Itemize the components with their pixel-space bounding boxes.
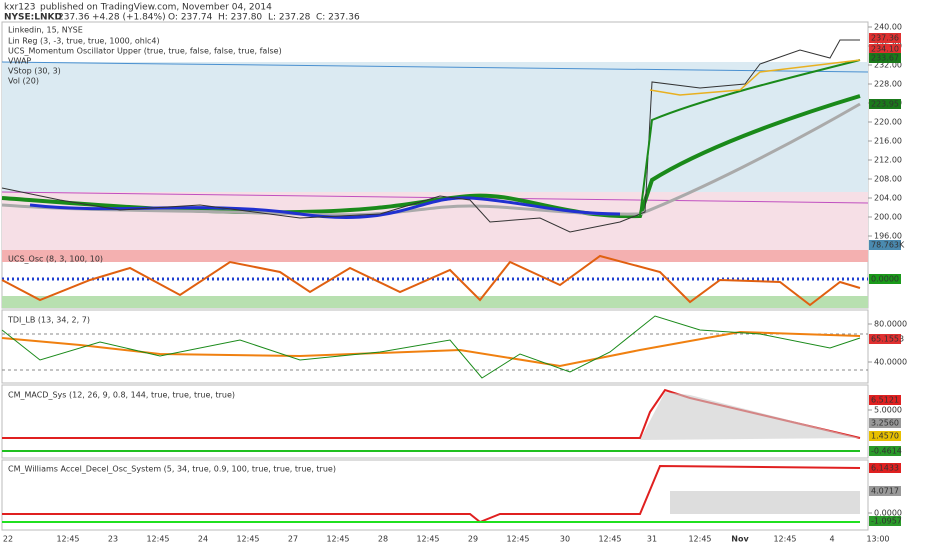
tick-label: 228.00 [874, 80, 902, 89]
tick-label: 40.0000 [874, 358, 907, 367]
open: O: 237.74 [168, 13, 213, 23]
price-badge [869, 431, 901, 441]
hist [640, 392, 860, 440]
study-label: Vol (20) [8, 77, 39, 86]
close: C: 237.36 [316, 13, 360, 23]
x-tick-label: 12:45 [416, 535, 439, 544]
price-badge [869, 240, 901, 250]
x-tick-label: 29 [468, 535, 478, 544]
study-label: UCS_Momentum Oscillator Upper (true, tru… [8, 47, 282, 56]
badge-label: 6.5121 [871, 396, 899, 405]
trend-line [1, 61, 869, 73]
x-tick-label: 12:45 [236, 535, 259, 544]
x-tick-label: 27 [288, 535, 298, 544]
tick-label: 196.00 [874, 232, 902, 241]
change: +4.28 (+1.84%) [92, 13, 166, 23]
symbol: NYSE:LNKD [4, 13, 62, 23]
hist [670, 491, 860, 514]
x-tick-label: 12:45 [773, 535, 796, 544]
tick-label: 240.00 [874, 23, 902, 32]
x-tick-label: 12:45 [688, 535, 711, 544]
price-badge [869, 463, 901, 473]
osc [1, 254, 861, 307]
high: H: 237.80 [218, 13, 262, 23]
tick-label: 200.00 [874, 213, 902, 222]
x-tick-label: 12:45 [56, 535, 79, 544]
study-label: VStop (30, 3) [8, 67, 61, 76]
price [1, 39, 860, 233]
ma-band [1, 102, 861, 217]
price-badge [869, 395, 901, 405]
badge-label: 1.4570 [871, 432, 899, 441]
x-tick-label: 12:45 [326, 535, 349, 544]
badge-label: 0.0000 [871, 275, 899, 284]
badge-label: 4.0717 [871, 487, 899, 496]
badge-label: 6.1433 [871, 464, 899, 473]
panel-title: CM_Williams Accel_Decel_Osc_System (5, 3… [8, 465, 336, 474]
low: L: 237.28 [268, 13, 311, 23]
tick-label: 208.00 [874, 175, 902, 184]
x-tick-label: 4 [829, 535, 834, 544]
price-badge [869, 33, 901, 43]
last: 237.36 [58, 13, 90, 23]
price-badge [869, 516, 901, 526]
tdi [1, 315, 861, 379]
badge-label: -1.0957 [871, 517, 902, 526]
price-badge [869, 44, 901, 54]
x-tick-label: 12:45 [506, 535, 529, 544]
price-badge [869, 418, 901, 428]
x-tick-label: 23 [108, 535, 118, 544]
x-tick-label: 28 [378, 535, 388, 544]
panel-title: CM_MACD_Sys (12, 26, 9, 0.8, 144, true, … [8, 391, 235, 400]
band [2, 250, 868, 262]
tick-label: 220.00 [874, 118, 902, 127]
price-badge [869, 446, 901, 456]
band [2, 62, 868, 192]
badge-label: 3.2560 [871, 419, 899, 428]
vwap [649, 59, 861, 96]
ac [2, 464, 861, 524]
x-tick-label: 12:45 [146, 535, 169, 544]
tick-label: 0.0000 [874, 509, 902, 518]
badge-label: 65.1553 [871, 335, 904, 344]
x-tick-label: 22 [3, 535, 13, 544]
panel-title: Linkedin, 15, NYSE [8, 26, 83, 35]
tick-label: 5.0000 [874, 406, 902, 415]
panel-title: UCS_Osc (8, 3, 100, 10) [8, 255, 103, 264]
tdi [1, 330, 861, 368]
badge-label: 223.95 [871, 100, 899, 109]
ma-line [639, 59, 861, 217]
tick-label: 80.0000 [874, 320, 907, 329]
tick-label: 232.00 [874, 61, 902, 70]
study-label: VWAP [8, 57, 31, 66]
badge-label: 234.10 [871, 45, 899, 54]
x-tick-label: 30 [560, 535, 570, 544]
price-badge [869, 53, 901, 63]
x-tick-label: 13:00 [866, 535, 889, 544]
x-tick-label: 12:45 [598, 535, 621, 544]
x-tick-label: Nov [731, 535, 749, 544]
badge-label: 233.67 [871, 54, 899, 63]
price-badge [869, 334, 901, 344]
study-label: Lin Reg (3, -3, true, true, 1000, ohlc4) [8, 37, 160, 46]
author: kxr123 [4, 3, 35, 13]
badge-label: 237.36 [871, 34, 899, 43]
tick-label: 216.00 [874, 137, 902, 146]
x-tick-label: 31 [647, 535, 657, 544]
panel-title: TDI_LB (13, 34, 2, 7) [7, 316, 90, 325]
band [2, 296, 868, 308]
price-badge [869, 486, 901, 496]
published: published on TradingView.com, November 0… [40, 3, 272, 13]
price-badge [869, 99, 901, 109]
badge-label: -0.4614 [871, 447, 902, 456]
x-tick-label: 24 [198, 535, 208, 544]
tick-label: 212.00 [874, 156, 902, 165]
tick-label: 204.00 [874, 194, 902, 203]
price-badge [869, 274, 901, 284]
badge-label: 78.763K [871, 241, 905, 250]
